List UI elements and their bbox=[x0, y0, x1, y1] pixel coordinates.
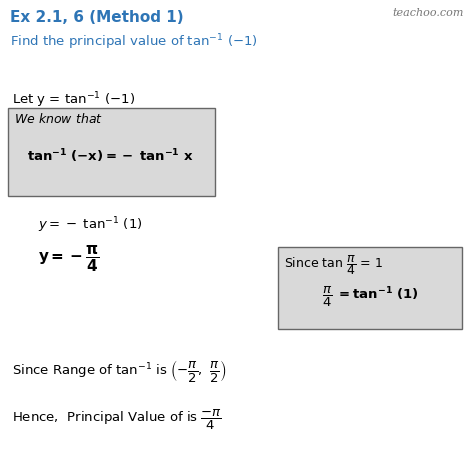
Text: Ex 2.1, 6 (Method 1): Ex 2.1, 6 (Method 1) bbox=[10, 10, 183, 25]
Text: teachoo.com: teachoo.com bbox=[392, 8, 464, 18]
Text: Find the principal value of tan$^{-1}$ $(-1)$: Find the principal value of tan$^{-1}$ $… bbox=[10, 32, 258, 52]
Text: Let y = tan$^{-1}$ $(-1)$: Let y = tan$^{-1}$ $(-1)$ bbox=[12, 90, 135, 109]
FancyBboxPatch shape bbox=[278, 247, 462, 329]
Text: Since Range of tan$^{-1}$ is $\left(-\dfrac{\pi}{2},\ \dfrac{\pi}{2}\right)$: Since Range of tan$^{-1}$ is $\left(-\df… bbox=[12, 358, 226, 384]
Text: Since tan $\dfrac{\pi}{4}$ = 1: Since tan $\dfrac{\pi}{4}$ = 1 bbox=[284, 253, 383, 277]
Text: $\dfrac{\pi}{4}$ $\mathbf{= tan^{-1}\ (1)}$: $\dfrac{\pi}{4}$ $\mathbf{= tan^{-1}\ (1… bbox=[322, 285, 418, 309]
Text: $\mathbf{tan^{-1}\ (-x) = -\ tan^{-1}\ x}$: $\mathbf{tan^{-1}\ (-x) = -\ tan^{-1}\ x… bbox=[27, 147, 193, 164]
Text: $\mathbf{y = -\dfrac{\pi}{4}}$: $\mathbf{y = -\dfrac{\pi}{4}}$ bbox=[38, 244, 100, 274]
Text: $\it{We\ know\ that}$: $\it{We\ know\ that}$ bbox=[14, 112, 103, 126]
Text: $y = -$ tan$^{-1}$ $(1)$: $y = -$ tan$^{-1}$ $(1)$ bbox=[38, 215, 143, 235]
FancyBboxPatch shape bbox=[8, 108, 215, 196]
Text: Hence,  Principal Value of is $\dfrac{-\pi}{4}$: Hence, Principal Value of is $\dfrac{-\p… bbox=[12, 408, 222, 432]
